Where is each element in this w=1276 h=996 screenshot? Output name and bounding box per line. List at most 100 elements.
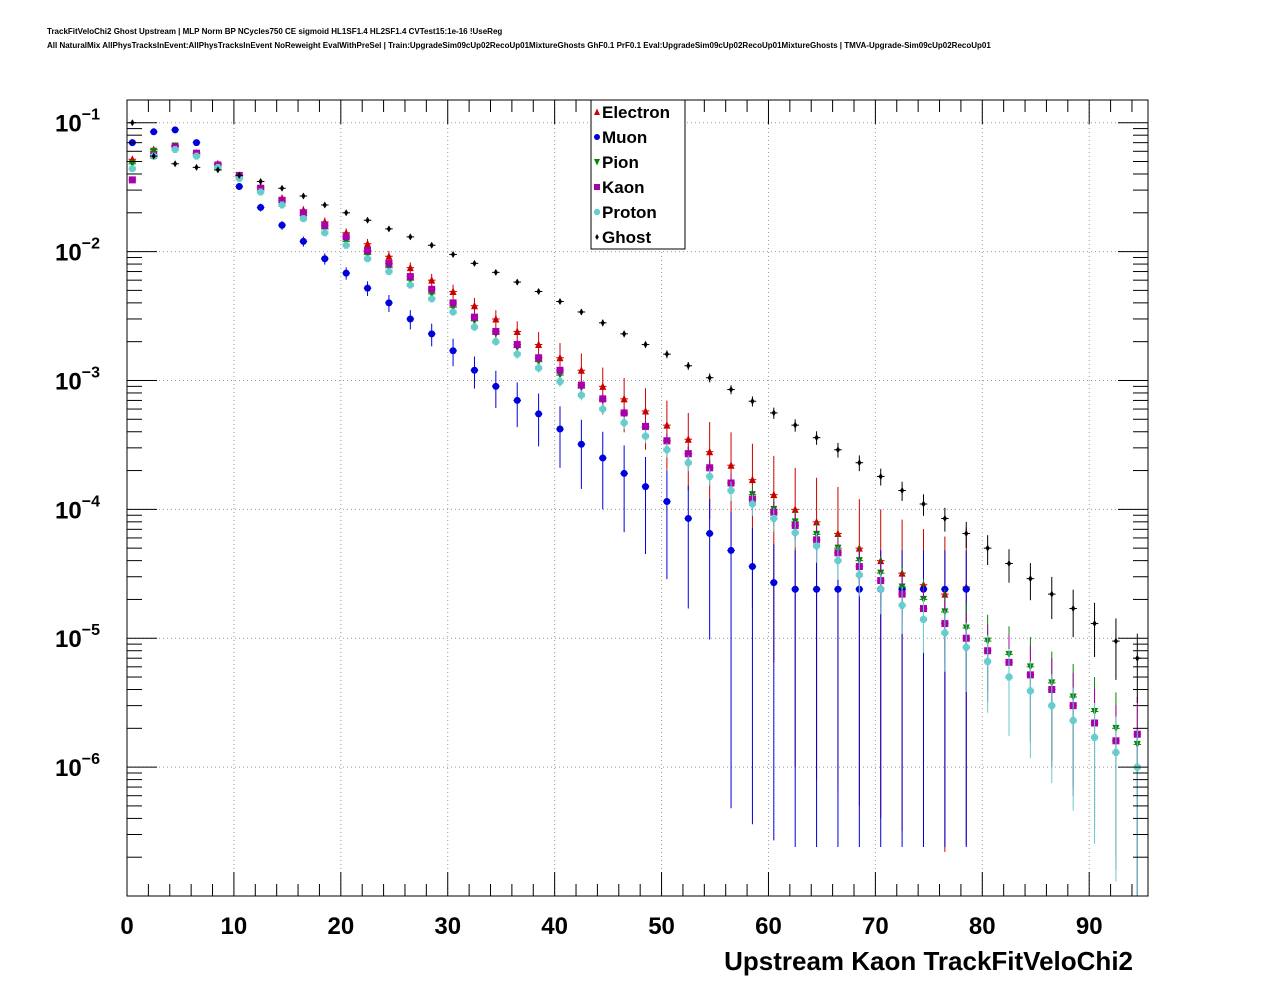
y-tick-label: 10−5	[55, 622, 100, 653]
data-point	[620, 409, 628, 417]
data-point	[257, 188, 265, 196]
legend-entry: Electron	[602, 103, 670, 122]
x-tick-label: 60	[755, 913, 782, 940]
data-point	[385, 299, 393, 307]
data-point	[342, 241, 350, 249]
data-point	[492, 314, 500, 323]
data-point	[278, 201, 286, 209]
data-point	[406, 281, 414, 289]
y-tick-exponent: −3	[82, 364, 100, 381]
data-point	[449, 347, 457, 355]
series-layer	[128, 119, 1142, 896]
x-tick-label: 70	[862, 913, 889, 940]
series-muon	[128, 126, 971, 847]
data-point	[321, 229, 329, 237]
data-point	[770, 579, 778, 587]
data-point	[814, 434, 819, 442]
data-point	[408, 233, 413, 241]
data-point	[535, 410, 543, 418]
legend-entry: Kaon	[602, 178, 645, 197]
data-point	[1113, 637, 1119, 645]
legend-entry: Pion	[602, 153, 639, 172]
data-point	[493, 268, 498, 276]
data-point	[834, 585, 842, 593]
x-tick-label: 90	[1076, 913, 1103, 940]
data-point	[171, 145, 179, 153]
data-point	[728, 386, 734, 394]
data-point	[855, 571, 863, 579]
chart-subtitle: All NaturalMix AllPhysTracksInEvent:AllP…	[47, 41, 991, 50]
data-point	[1026, 687, 1034, 695]
data-point	[1112, 748, 1120, 756]
data-point	[128, 176, 136, 184]
data-point	[834, 529, 842, 537]
data-point	[791, 585, 799, 593]
data-point	[215, 166, 220, 174]
data-point	[577, 391, 585, 399]
data-point	[1005, 673, 1013, 681]
data-point	[620, 469, 628, 477]
data-point	[748, 475, 756, 484]
y-tick-label: 10−3	[55, 364, 100, 395]
y-tick-label: 10−1	[55, 107, 100, 138]
data-point	[642, 483, 650, 491]
data-point	[556, 353, 564, 362]
data-point	[898, 601, 906, 609]
legend-marker	[594, 134, 600, 140]
data-point	[173, 160, 178, 168]
y-tick-exponent: −4	[82, 493, 100, 510]
data-point	[1071, 605, 1076, 613]
data-point	[449, 287, 457, 296]
data-point	[257, 203, 265, 211]
data-point	[429, 241, 434, 249]
data-point	[686, 362, 691, 370]
data-point	[428, 330, 436, 338]
legend-marker	[595, 234, 599, 240]
y-tick-exponent: −2	[82, 236, 100, 253]
data-point	[492, 327, 500, 335]
data-point	[622, 330, 627, 338]
data-point	[322, 201, 327, 209]
data-point	[128, 160, 136, 168]
data-point	[406, 273, 414, 281]
data-point	[1049, 590, 1054, 598]
data-point	[556, 378, 564, 386]
data-point	[386, 225, 392, 233]
data-point	[301, 192, 306, 200]
data-point	[299, 209, 307, 217]
data-point	[577, 440, 585, 448]
legend-entry: Ghost	[602, 228, 651, 247]
y-tick-label: 10−4	[55, 493, 100, 524]
data-point	[663, 498, 671, 506]
data-point	[1028, 575, 1033, 583]
data-point	[727, 487, 735, 495]
data-point	[278, 196, 286, 204]
y-tick-label: 10−6	[55, 751, 100, 782]
data-point	[857, 459, 862, 467]
data-point	[985, 544, 990, 552]
series-proton	[128, 145, 1142, 896]
data-point	[449, 308, 457, 316]
data-point	[235, 182, 243, 190]
data-point	[258, 177, 263, 185]
data-point	[620, 419, 628, 427]
data-point	[428, 276, 436, 284]
data-point	[344, 209, 349, 217]
data-point	[770, 490, 778, 499]
data-point	[813, 585, 821, 593]
x-tick-label: 40	[541, 913, 568, 940]
data-point	[1092, 620, 1097, 628]
y-tick-label: 10−2	[55, 236, 100, 267]
x-tick-label: 50	[648, 913, 675, 940]
data-point	[919, 615, 927, 623]
x-tick-label: 10	[221, 913, 248, 940]
data-point	[643, 341, 648, 349]
data-point	[834, 557, 842, 565]
data-point	[364, 239, 372, 248]
data-point	[472, 259, 477, 267]
data-point	[835, 446, 841, 454]
data-point	[192, 152, 200, 160]
data-point	[449, 299, 457, 307]
data-point	[599, 395, 607, 403]
